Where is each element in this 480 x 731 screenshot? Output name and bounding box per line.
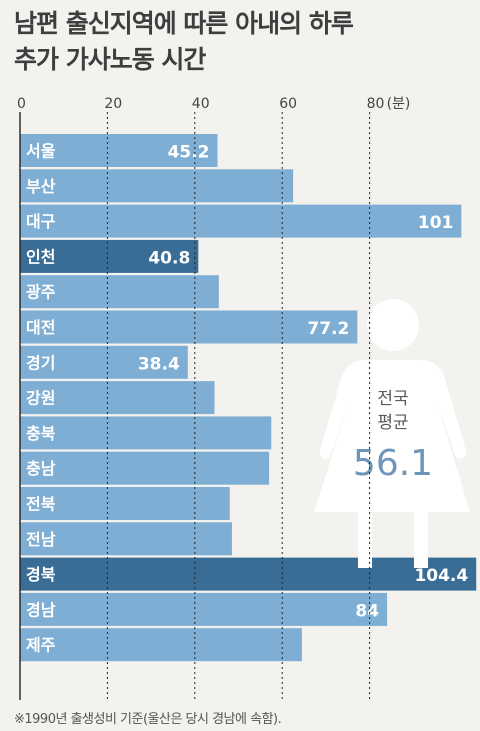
x-tick-label: 20 bbox=[104, 96, 122, 112]
category-label: 제주 bbox=[26, 636, 56, 655]
figure-right-leg bbox=[414, 510, 428, 568]
x-tick-label: 60 bbox=[279, 96, 297, 112]
bar bbox=[20, 275, 219, 309]
category-label: 부산 bbox=[26, 177, 56, 196]
bar bbox=[20, 522, 232, 556]
category-label: 충북 bbox=[26, 424, 56, 443]
category-label: 대전 bbox=[26, 318, 55, 337]
bar bbox=[20, 416, 272, 450]
bar bbox=[20, 310, 358, 344]
category-label: 서울 bbox=[26, 142, 56, 161]
category-label: 인천 bbox=[26, 247, 55, 266]
x-tick-label: 80 bbox=[367, 96, 385, 112]
category-label: 전남 bbox=[26, 530, 56, 549]
chart-title-line-2: 추가 가사노동 시간 bbox=[14, 45, 206, 74]
average-label: 평균 bbox=[377, 413, 408, 433]
category-label: 충남 bbox=[26, 459, 56, 478]
category-label: 대구 bbox=[26, 212, 56, 231]
bar bbox=[20, 381, 215, 415]
x-tick-label: 0 bbox=[17, 96, 26, 112]
chart-title-line-1: 남편 출신지역에 따른 아내의 하루 bbox=[14, 9, 354, 38]
average-value: 56.1 bbox=[353, 443, 433, 484]
bar bbox=[20, 239, 199, 273]
bar bbox=[20, 204, 462, 238]
data-label: 104.4 bbox=[414, 566, 468, 586]
bar bbox=[20, 134, 218, 167]
data-label: 38.4 bbox=[138, 354, 180, 374]
category-label: 전북 bbox=[26, 495, 56, 514]
data-label: 84 bbox=[355, 601, 379, 621]
figure-body bbox=[314, 360, 470, 512]
x-axis-unit-label: (분) bbox=[387, 96, 411, 112]
bar bbox=[20, 557, 477, 591]
bar bbox=[20, 628, 302, 662]
figure-left-leg bbox=[358, 510, 372, 568]
figure-head bbox=[367, 299, 419, 351]
bar bbox=[20, 169, 294, 203]
category-label: 경북 bbox=[26, 565, 56, 584]
data-label: 40.8 bbox=[148, 248, 190, 268]
category-label: 강원 bbox=[26, 389, 55, 408]
average-label: 전국 bbox=[377, 389, 408, 409]
footnote: ※1990년 출생성비 기준(울산은 당시 경남에 속함). bbox=[14, 712, 282, 727]
x-tick-label: 40 bbox=[192, 96, 210, 112]
category-label: 경기 bbox=[26, 353, 55, 372]
data-label: 101 bbox=[418, 213, 454, 233]
bar bbox=[20, 345, 188, 379]
bar bbox=[20, 592, 388, 626]
bar bbox=[20, 451, 270, 485]
data-label: 77.2 bbox=[307, 319, 349, 339]
data-label: 45.2 bbox=[168, 143, 210, 163]
chart-title: 남편 출신지역에 따른 아내의 하루 추가 가사노동 시간 bbox=[14, 6, 474, 78]
category-label: 광주 bbox=[26, 283, 56, 302]
category-label: 경남 bbox=[26, 600, 56, 619]
